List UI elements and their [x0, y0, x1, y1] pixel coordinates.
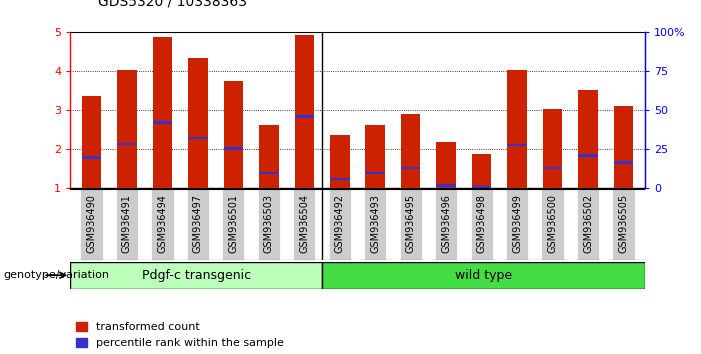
- Bar: [577, 189, 599, 260]
- Bar: [153, 121, 172, 124]
- Bar: [80, 189, 102, 260]
- Bar: [81, 156, 101, 159]
- Bar: [151, 189, 174, 260]
- Text: GSM936493: GSM936493: [370, 194, 380, 253]
- Bar: [401, 167, 421, 170]
- Bar: [186, 189, 209, 260]
- Bar: [613, 189, 635, 260]
- Bar: [614, 106, 634, 188]
- Bar: [259, 125, 278, 188]
- Text: GSM936494: GSM936494: [157, 194, 168, 253]
- Text: GSM936497: GSM936497: [193, 194, 203, 253]
- Bar: [322, 262, 645, 289]
- Text: GSM936491: GSM936491: [122, 194, 132, 253]
- Bar: [330, 178, 350, 180]
- Bar: [330, 136, 350, 188]
- Bar: [543, 167, 562, 170]
- Text: wild type: wild type: [455, 269, 512, 282]
- Legend: transformed count, percentile rank within the sample: transformed count, percentile rank withi…: [76, 322, 283, 348]
- Bar: [81, 96, 101, 188]
- Bar: [365, 172, 385, 174]
- Bar: [294, 35, 314, 188]
- Bar: [70, 262, 322, 289]
- Text: GSM936490: GSM936490: [86, 194, 97, 253]
- Bar: [614, 161, 634, 164]
- Bar: [117, 143, 137, 145]
- Bar: [506, 189, 529, 260]
- Bar: [508, 70, 527, 188]
- Bar: [472, 154, 491, 188]
- Bar: [437, 142, 456, 188]
- Bar: [117, 70, 137, 188]
- Bar: [188, 58, 207, 188]
- Text: GSM936496: GSM936496: [441, 194, 451, 253]
- Bar: [400, 189, 422, 260]
- Text: GSM936500: GSM936500: [547, 194, 558, 253]
- Text: GSM936499: GSM936499: [512, 194, 522, 253]
- Bar: [578, 154, 598, 157]
- Bar: [259, 172, 278, 174]
- Bar: [222, 189, 245, 260]
- Bar: [401, 114, 421, 188]
- Bar: [365, 125, 385, 188]
- Text: GDS5320 / 10338363: GDS5320 / 10338363: [98, 0, 247, 9]
- Bar: [470, 189, 493, 260]
- Bar: [153, 36, 172, 188]
- Text: GSM936502: GSM936502: [583, 194, 593, 253]
- Bar: [508, 143, 527, 146]
- Bar: [293, 189, 315, 260]
- Bar: [329, 189, 351, 260]
- Text: GSM936495: GSM936495: [406, 194, 416, 253]
- Bar: [437, 184, 456, 187]
- Bar: [224, 81, 243, 188]
- Text: genotype/variation: genotype/variation: [4, 270, 109, 280]
- Bar: [472, 185, 491, 188]
- Text: GSM936492: GSM936492: [335, 194, 345, 253]
- Text: GSM936503: GSM936503: [264, 194, 274, 253]
- Text: GSM936501: GSM936501: [229, 194, 238, 253]
- Bar: [116, 189, 138, 260]
- Bar: [224, 147, 243, 150]
- Bar: [188, 137, 207, 139]
- Bar: [364, 189, 386, 260]
- Bar: [543, 109, 562, 188]
- Bar: [294, 115, 314, 118]
- Bar: [258, 189, 280, 260]
- Bar: [435, 189, 457, 260]
- Bar: [541, 189, 564, 260]
- Bar: [578, 90, 598, 188]
- Text: GSM936504: GSM936504: [299, 194, 309, 253]
- Text: GSM936505: GSM936505: [618, 194, 629, 253]
- Text: GSM936498: GSM936498: [477, 194, 486, 253]
- Text: Pdgf-c transgenic: Pdgf-c transgenic: [142, 269, 251, 282]
